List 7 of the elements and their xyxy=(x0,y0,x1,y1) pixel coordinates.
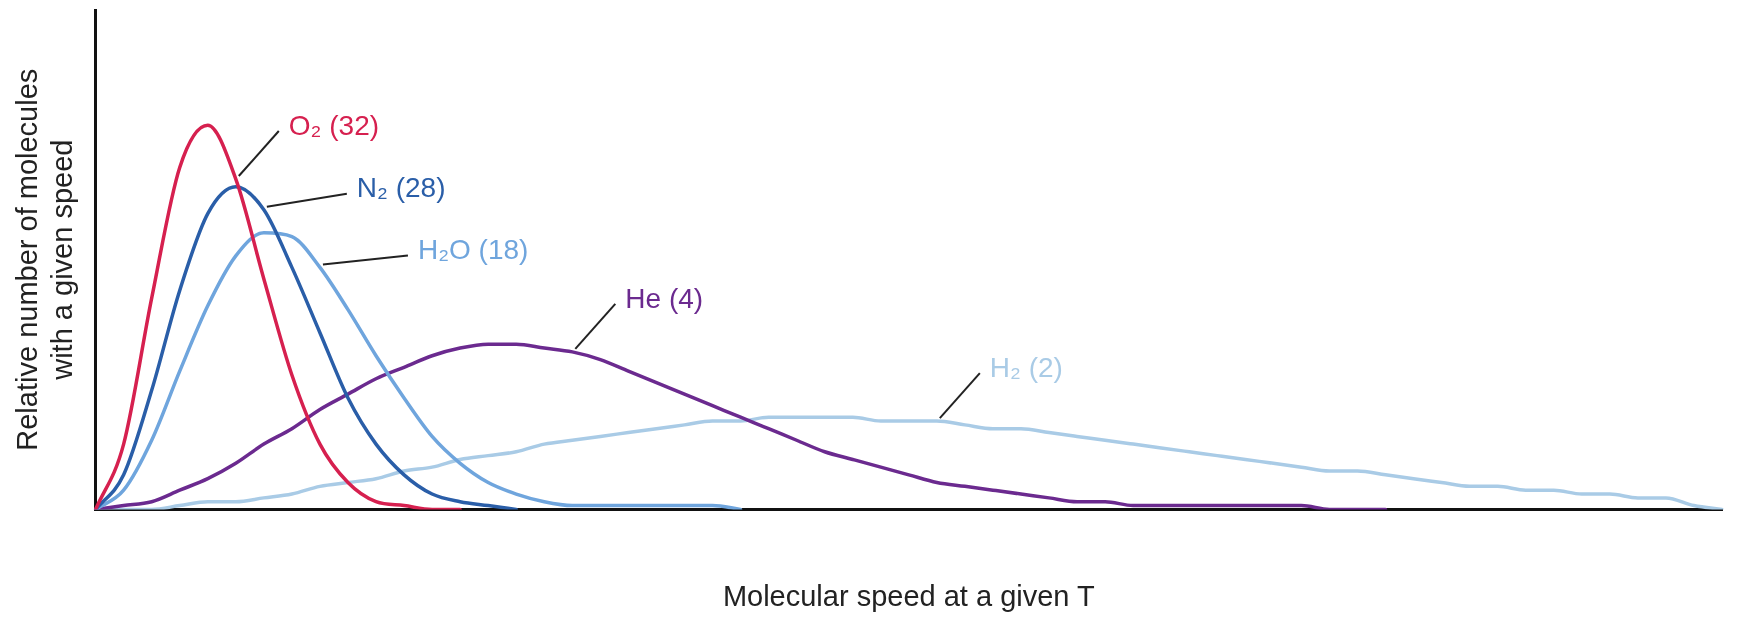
text: N₂ (28) xyxy=(356,172,446,204)
series-label: He (4) xyxy=(625,282,704,314)
y-axis-title: Relative number of molecules with a given speed xyxy=(11,68,79,451)
series-label: H₂ (2) xyxy=(989,351,1063,383)
x-axis-title: Molecular speed at a given T xyxy=(722,579,1095,612)
text: O₂ (32) xyxy=(288,109,380,141)
text: H₂O (18) xyxy=(417,234,529,266)
